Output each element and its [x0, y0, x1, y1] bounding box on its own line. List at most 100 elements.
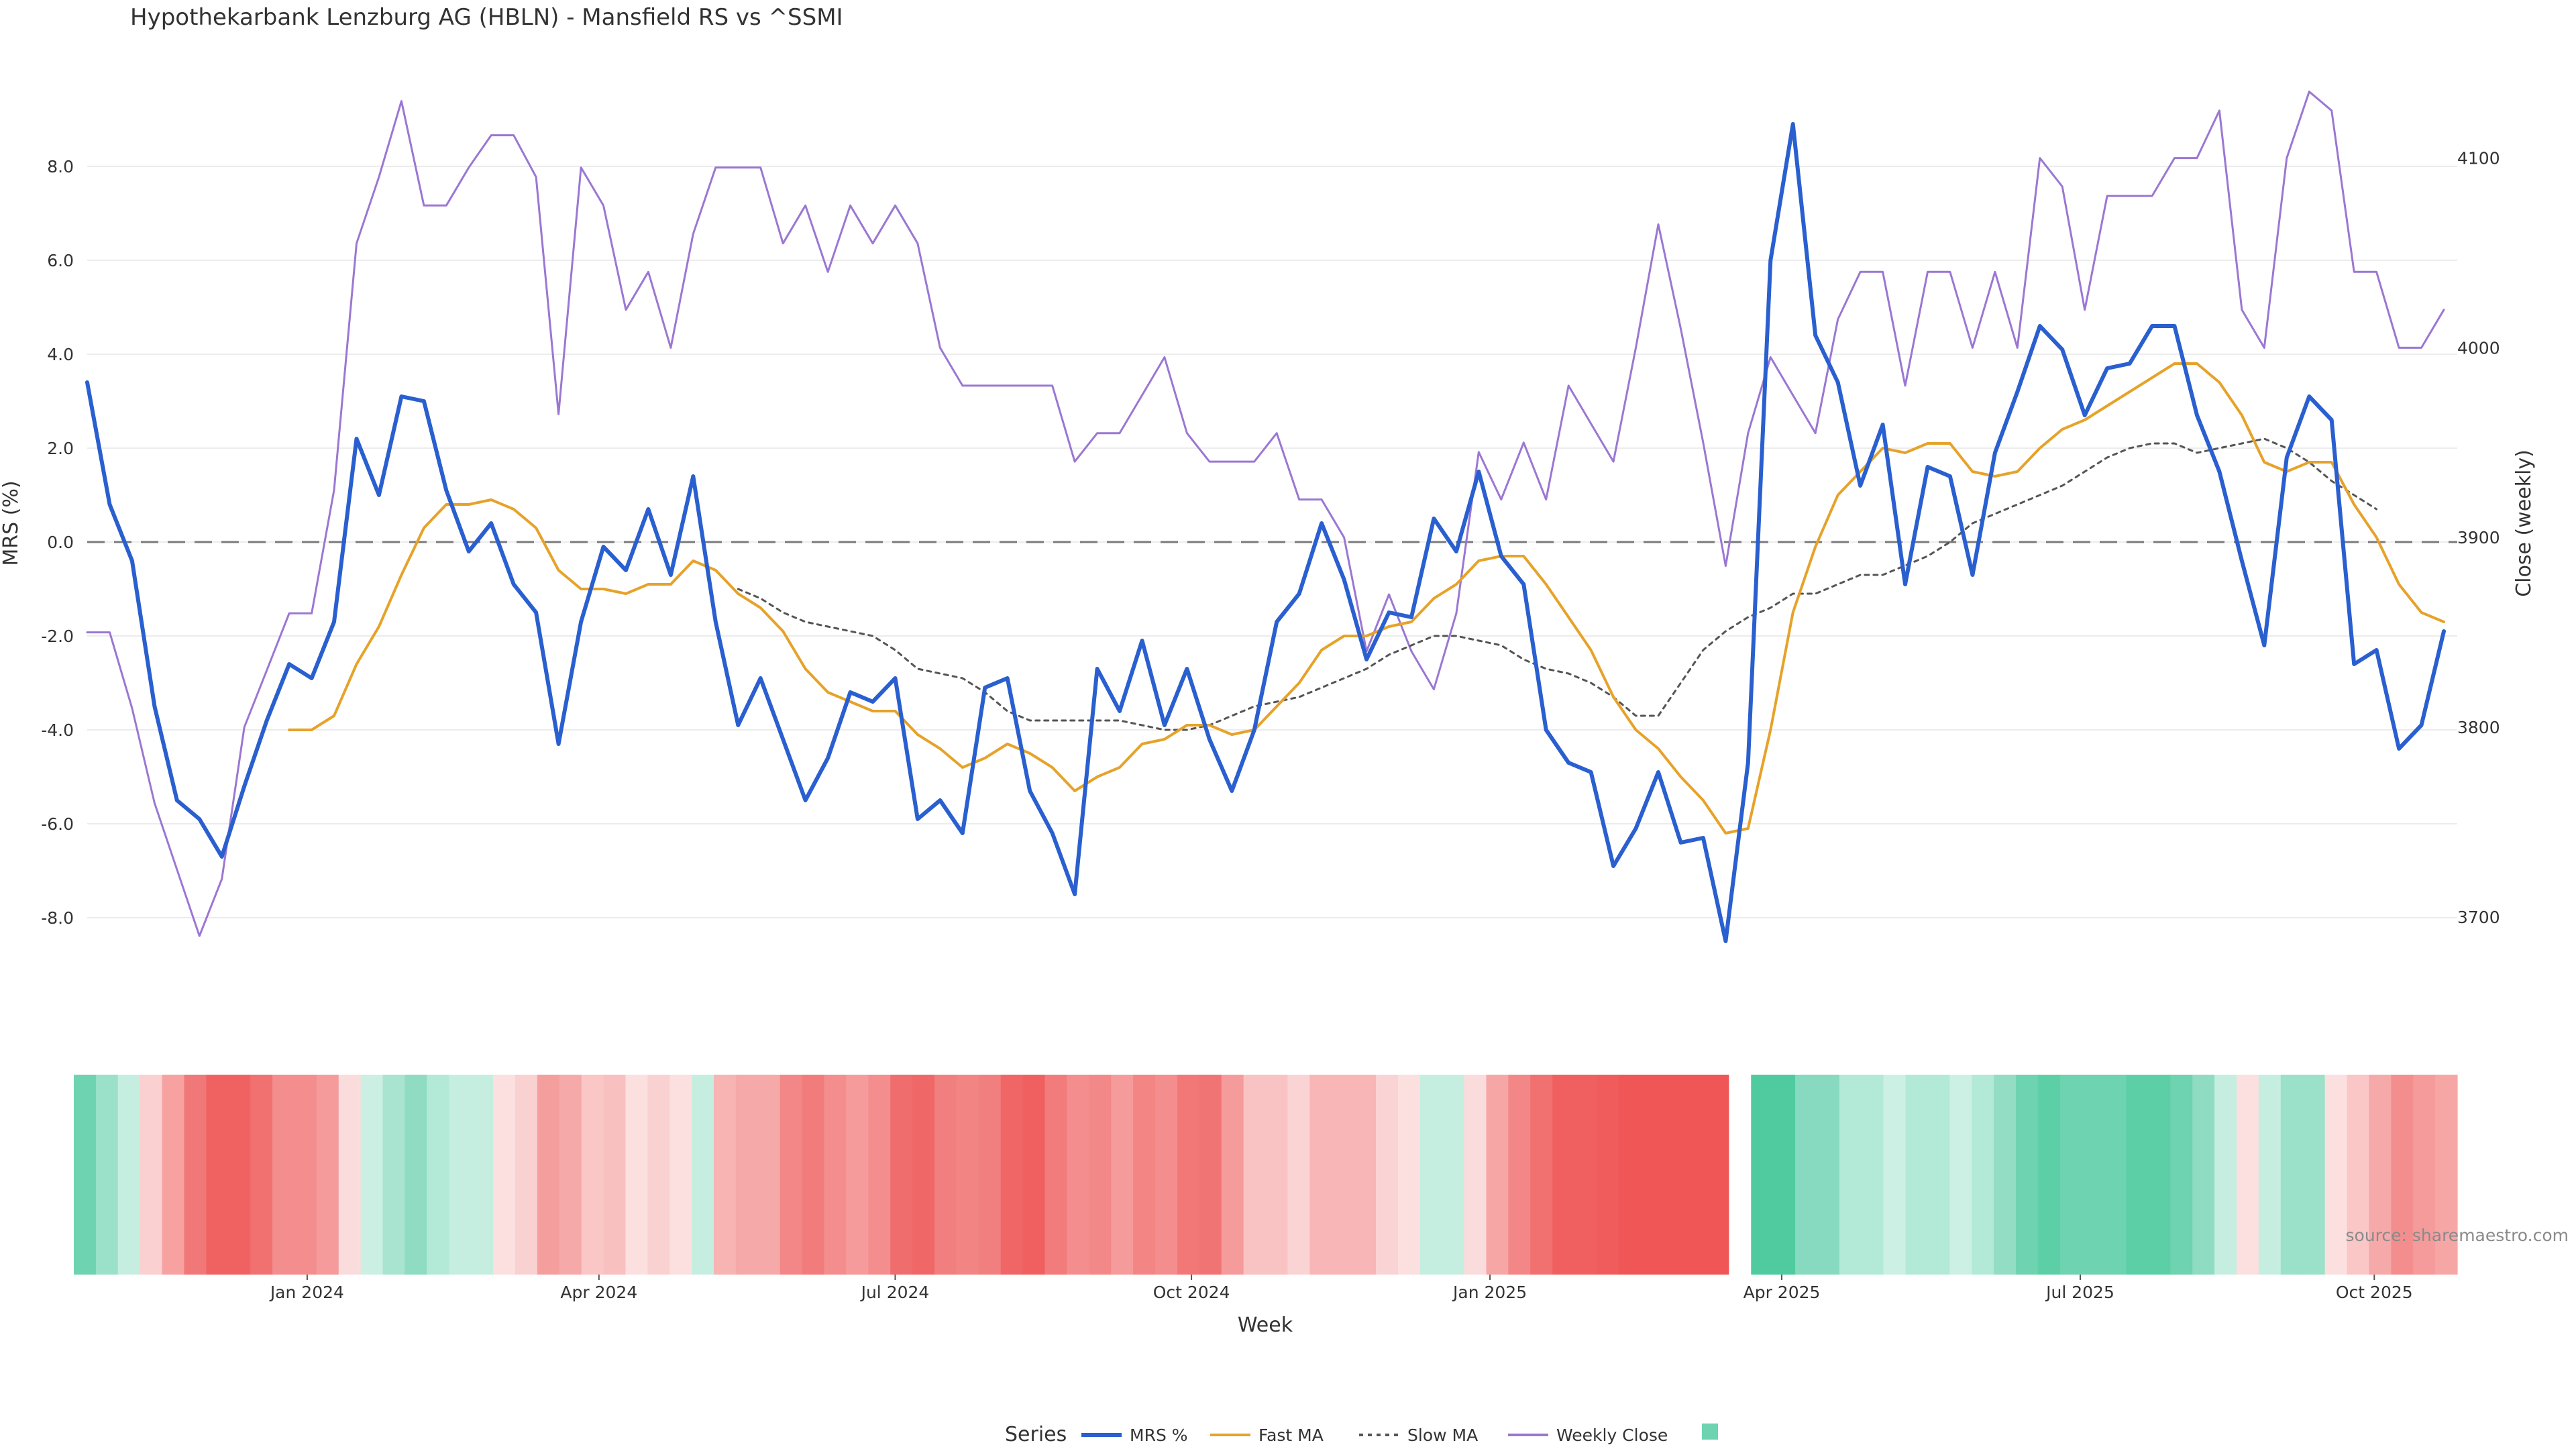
weekly-close-point: [1613, 461, 1615, 463]
fast-ma-point: [1208, 724, 1210, 727]
heat-cell: [1949, 1075, 1972, 1275]
mrs-point: [535, 612, 537, 614]
slow-ma-point: [1455, 635, 1457, 637]
heat-cell: [1751, 1075, 1774, 1275]
weekly-close-point: [1163, 356, 1165, 358]
slow-ma-point: [1343, 678, 1345, 680]
fast-ma-point: [557, 570, 559, 572]
weekly-close-point: [1141, 394, 1143, 396]
slow-ma-point: [1478, 640, 1480, 642]
mrs-point: [311, 678, 313, 680]
mrs-point: [939, 800, 941, 802]
slow-ma-line: [737, 437, 2378, 731]
fast-ma-point: [2174, 363, 2176, 365]
x-tick-label: Jan 2025: [1452, 1283, 1527, 1302]
weekly-close-point: [378, 176, 380, 178]
fast-ma-point: [1433, 598, 1435, 600]
heat-cell: [1773, 1075, 1796, 1275]
weekly-close-point: [2308, 91, 2310, 93]
heat-cell: [316, 1075, 339, 1275]
weekly-close-point: [2420, 347, 2422, 349]
weekly-close-point: [1455, 612, 1457, 614]
fast-ma-point: [1029, 753, 1031, 755]
heat-cell: [294, 1075, 317, 1275]
heat-cell: [382, 1075, 406, 1275]
slow-ma-point: [2084, 471, 2086, 473]
fast-ma-point: [1074, 790, 1076, 792]
weekly-close-point: [2061, 185, 2063, 187]
mrs-point: [782, 739, 784, 741]
heat-cell: [515, 1075, 538, 1275]
mrs-point: [1904, 584, 1907, 586]
slow-ma-point: [1545, 668, 1547, 670]
fast-ma-point: [872, 710, 874, 712]
x-tick-label: Jul 2025: [2045, 1283, 2114, 1302]
mrs-point: [1545, 729, 1547, 731]
weekly-close-point: [400, 100, 402, 102]
heat-cell: [956, 1075, 979, 1275]
weekly-close-point: [1321, 498, 1323, 500]
weekly-close-point: [1186, 432, 1188, 434]
heat-cell: [1044, 1075, 1068, 1275]
slow-ma-point: [759, 598, 761, 600]
mrs-point: [1500, 555, 1502, 557]
weekly-close-point: [939, 347, 941, 349]
slow-ma-point: [2263, 438, 2265, 440]
mrs-point: [1006, 678, 1008, 680]
mrs-point: [1792, 123, 1794, 125]
fast-ma-point: [2196, 363, 2198, 365]
heat-cell: [1287, 1075, 1310, 1275]
mrs-point: [1298, 593, 1300, 595]
weekly-close-point: [1904, 384, 1907, 386]
weekly-close-point: [827, 271, 829, 273]
fast-ma-point: [2443, 621, 2445, 623]
x-tick-label: Jan 2024: [269, 1283, 344, 1302]
slow-ma-point: [1590, 682, 1592, 684]
mrs-point: [1343, 579, 1345, 581]
heat-cell: [360, 1075, 384, 1275]
mrs-point: [2286, 457, 2288, 459]
fast-ma-point: [1276, 706, 1278, 708]
slow-ma-point: [1366, 668, 1368, 670]
slow-ma-point: [2330, 480, 2332, 482]
weekly-close-point: [1860, 271, 1862, 273]
fast-ma-point: [2375, 537, 2377, 539]
heat-cell: [162, 1075, 185, 1275]
y-tick-label: -2.0: [41, 627, 74, 646]
mrs-point: [1433, 518, 1435, 520]
weekly-close-point: [513, 134, 515, 136]
weekly-close-point: [849, 205, 851, 207]
slow-ma-point: [1702, 649, 1704, 651]
weekly-close-points: [87, 91, 2445, 937]
heat-cell: [95, 1075, 119, 1275]
slow-ma-point: [1433, 635, 1435, 637]
y-tick-label: 4.0: [47, 345, 74, 364]
legend: Series MRS % Fast MA Slow MA Weekly Close: [1005, 1423, 1718, 1446]
weekly-close-point: [2330, 109, 2332, 111]
fast-ma-point: [333, 715, 335, 717]
fast-ma-point: [2353, 504, 2355, 506]
mrs-point: [2308, 396, 2310, 398]
mrs-point: [2129, 363, 2131, 365]
fast-ma-point: [1051, 767, 1053, 769]
fast-ma-point: [1141, 743, 1143, 745]
mrs-point: [1231, 790, 1233, 792]
weekly-close-point: [692, 233, 694, 235]
legend-title: Series: [1005, 1423, 1067, 1446]
mrs-point: [1680, 842, 1682, 844]
slow-ma-point: [827, 626, 829, 628]
slow-ma-point: [939, 673, 941, 675]
mrs-point: [1410, 616, 1412, 619]
heat-cell: [1640, 1075, 1664, 1275]
weekly-close-point: [2129, 195, 2131, 197]
fast-ma-point: [1725, 833, 1727, 835]
heat-cell: [1972, 1075, 1994, 1275]
slow-ma-point: [1725, 631, 1727, 633]
weekly-close-point: [221, 878, 223, 880]
y-tick-label: 8.0: [47, 157, 74, 176]
heat-cell: [735, 1075, 759, 1275]
heat-cell: [1883, 1075, 1907, 1275]
mrs-point: [580, 621, 582, 623]
source-label: source: sharemaestro.com: [2346, 1226, 2569, 1245]
